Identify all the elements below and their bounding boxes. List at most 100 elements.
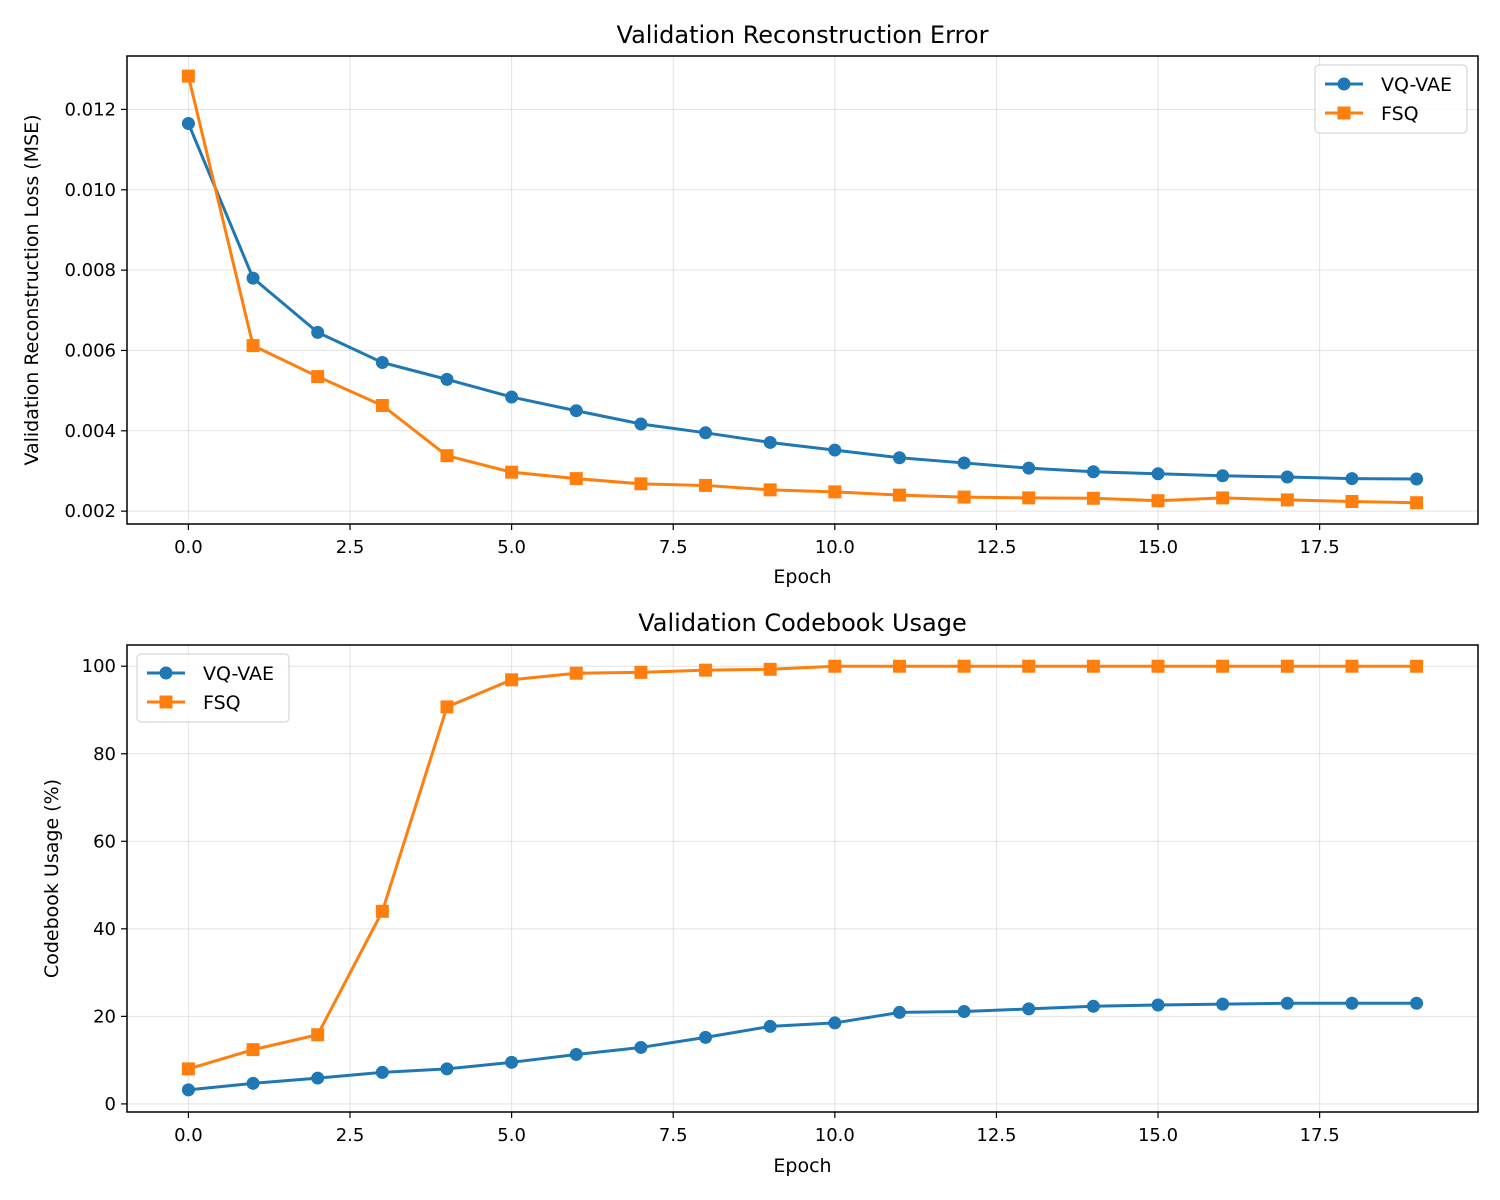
data-point-fsq: [311, 1028, 325, 1042]
plot-frame: [126, 55, 1479, 525]
chart-title: Validation Codebook Usage: [638, 609, 967, 637]
x-tick-label: 0.0: [174, 1125, 203, 1146]
y-tick-label: 100: [82, 656, 116, 677]
data-point-fsq: [828, 485, 842, 499]
data-point-vq-vae: [311, 1071, 325, 1085]
data-point-vq-vae: [375, 1065, 389, 1079]
data-point-fsq: [181, 1062, 195, 1076]
data-point-fsq: [1280, 659, 1294, 673]
data-point-vq-vae: [1410, 996, 1424, 1010]
x-tick-label: 10.0: [815, 1125, 855, 1146]
data-point-vq-vae: [311, 325, 325, 339]
data-point-vq-vae: [892, 1005, 906, 1019]
y-axis-label: Validation Reconstruction Loss (MSE): [21, 114, 43, 465]
legend-marker-vq-vae: [1337, 77, 1351, 91]
data-point-fsq: [957, 490, 971, 504]
data-point-vq-vae: [181, 116, 195, 130]
x-tick-label: 12.5: [976, 1125, 1016, 1146]
data-point-vq-vae: [828, 443, 842, 457]
data-point-fsq: [440, 700, 454, 714]
data-point-fsq: [892, 488, 906, 502]
data-point-fsq: [1151, 659, 1165, 673]
data-point-vq-vae: [1345, 472, 1359, 486]
x-tick-label: 2.5: [336, 537, 365, 558]
data-point-vq-vae: [440, 372, 454, 386]
data-point-vq-vae: [957, 456, 971, 470]
x-tick-label: 12.5: [976, 537, 1016, 558]
data-point-fsq: [246, 1043, 260, 1057]
data-point-vq-vae: [1280, 996, 1294, 1010]
data-point-vq-vae: [569, 1047, 583, 1061]
data-point-vq-vae: [634, 417, 648, 431]
data-point-vq-vae: [634, 1040, 648, 1054]
y-tick-label: 0.004: [64, 421, 116, 442]
y-tick-label: 0.006: [64, 340, 116, 361]
data-point-vq-vae: [957, 1005, 971, 1019]
x-tick-label: 15.0: [1138, 1125, 1178, 1146]
data-point-vq-vae: [505, 1055, 519, 1069]
data-point-vq-vae: [375, 356, 389, 370]
x-tick-label: 7.5: [659, 537, 688, 558]
data-point-fsq: [1022, 491, 1036, 505]
y-tick-label: 80: [93, 744, 116, 765]
data-point-fsq: [1216, 491, 1230, 505]
x-tick-label: 10.0: [815, 537, 855, 558]
x-axis-label: Epoch: [773, 1155, 831, 1177]
legend: VQ-VAE FSQ: [1314, 64, 1468, 134]
data-point-fsq: [763, 662, 777, 676]
data-point-fsq: [634, 477, 648, 491]
data-point-vq-vae: [1345, 996, 1359, 1010]
data-point-fsq: [181, 69, 195, 83]
data-point-fsq: [311, 370, 325, 384]
y-axis-label: Codebook Usage (%): [41, 779, 63, 978]
data-point-vq-vae: [763, 435, 777, 449]
data-point-fsq: [699, 478, 713, 492]
legend-label-vq-vae: VQ-VAE: [1381, 74, 1452, 96]
data-point-vq-vae: [1151, 467, 1165, 481]
data-point-vq-vae: [569, 404, 583, 418]
x-tick-label: 0.0: [174, 537, 203, 558]
data-point-vq-vae: [1216, 997, 1230, 1011]
chart-panel-1: 0.0 2.5 5.0 7.5 10.0 12.5 15.0 17.5 0.002 0.004 0.…: [21, 21, 1479, 588]
data-point-vq-vae: [1280, 470, 1294, 484]
series-line-vq-vae: [188, 1001, 1417, 1092]
data-point-fsq: [1410, 659, 1424, 673]
data-point-fsq: [1151, 494, 1165, 508]
series-line-fsq: [186, 75, 1417, 505]
legend: VQ-VAE FSQ: [136, 653, 290, 723]
data-point-vq-vae: [440, 1062, 454, 1076]
y-tick-label: 0.012: [64, 99, 116, 120]
data-point-vq-vae: [699, 1030, 713, 1044]
chart-title: Validation Reconstruction Error: [617, 21, 989, 49]
x-tick-label: 17.5: [1300, 1125, 1340, 1146]
legend-marker-vq-vae: [159, 666, 173, 680]
data-point-vq-vae: [699, 426, 713, 440]
data-point-vq-vae: [1022, 461, 1036, 475]
legend-marker-fsq: [1337, 106, 1351, 120]
data-point-fsq: [440, 449, 454, 463]
data-point-fsq: [505, 465, 519, 479]
data-point-fsq: [828, 659, 842, 673]
y-tick-label: 40: [93, 919, 116, 940]
series-line-fsq: [187, 664, 1417, 1071]
legend-label-vq-vae: VQ-VAE: [203, 663, 274, 685]
legend-box: [136, 653, 290, 723]
y-tick-label: 0.008: [64, 260, 116, 281]
plot-frame: [126, 644, 1479, 1113]
legend-box: [1314, 64, 1468, 134]
x-tick-label: 5.0: [497, 537, 526, 558]
data-point-vq-vae: [505, 390, 519, 404]
data-point-vq-vae: [763, 1019, 777, 1033]
y-tick-label: 0: [105, 1094, 116, 1115]
data-point-vq-vae: [1086, 465, 1100, 479]
legend-label-fsq: FSQ: [203, 692, 241, 714]
data-point-vq-vae: [1086, 999, 1100, 1013]
y-tick-label: 0.010: [64, 180, 116, 201]
y-tick-label: 60: [93, 831, 116, 852]
x-tick-label: 5.0: [497, 1125, 526, 1146]
data-point-vq-vae: [181, 1083, 195, 1097]
data-point-vq-vae: [828, 1016, 842, 1030]
data-point-fsq: [1216, 659, 1230, 673]
data-point-fsq: [569, 666, 583, 680]
